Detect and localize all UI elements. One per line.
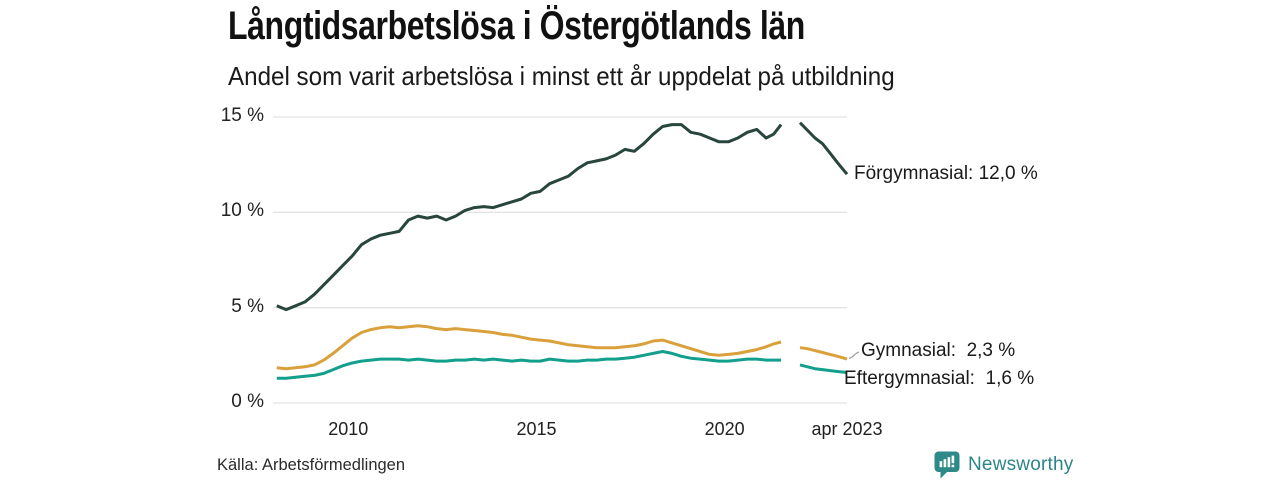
- series-line-eftergymnasial: [799, 363, 848, 374]
- y-axis-tick-5: 5 %: [231, 295, 264, 317]
- newsworthy-logo-icon: [934, 451, 960, 479]
- newsworthy-brand: Newsworthy: [934, 451, 1073, 479]
- chart-subtitle: Andel som varit arbetslösa i minst ett å…: [228, 61, 895, 91]
- source-note: Källa: Arbetsförmedlingen: [217, 456, 406, 474]
- y-axis-tick-15: 15 %: [220, 105, 264, 126]
- x-axis-tick-2020: 2020: [704, 419, 745, 439]
- series-line-eftergymnasial: [276, 350, 782, 380]
- gymnasial-label-connector-line: [848, 351, 860, 359]
- x-axis-tick-2010: 2010: [328, 419, 369, 439]
- series-line-forgymnasial: [798, 121, 849, 176]
- series-line-forgymnasial: [276, 123, 783, 312]
- series-line-gymnasial: [799, 346, 848, 361]
- x-axis-tick-2015: 2015: [516, 419, 557, 439]
- series-line-gymnasial: [276, 324, 782, 371]
- x-axis-tick-apr2023: apr 2023: [811, 419, 883, 439]
- series-label-forgymnasial: Förgymnasial: 12,0 %: [854, 163, 1038, 185]
- newsworthy-wordmark: Newsworthy: [968, 454, 1074, 475]
- series-label-eftergymnasial: Eftergymnasial: 1,6 %: [844, 367, 1035, 389]
- y-axis-tick-10: 10 %: [220, 200, 264, 222]
- chart-title: Långtidsarbetslösa i Östergötlands län: [228, 4, 805, 48]
- series-label-gymnasial: Gymnasial: 2,3 %: [861, 340, 1016, 362]
- y-axis-tick-0: 0 %: [231, 391, 264, 412]
